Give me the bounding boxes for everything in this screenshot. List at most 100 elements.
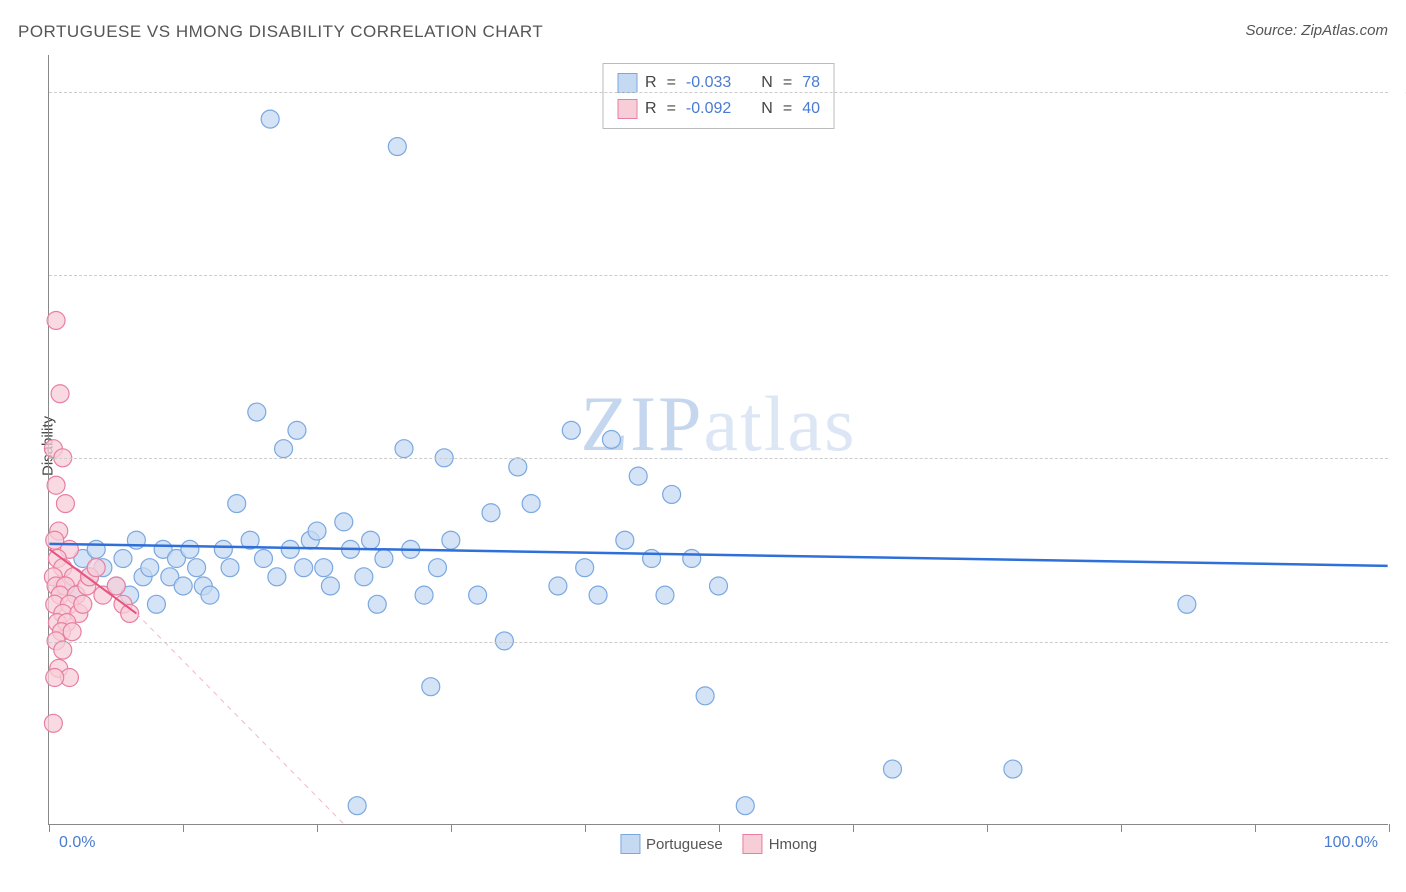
data-point <box>643 550 661 568</box>
legend-swatch <box>620 834 640 854</box>
data-point <box>576 559 594 577</box>
data-point <box>114 550 132 568</box>
data-point <box>87 559 105 577</box>
x-tick <box>317 824 318 832</box>
data-point <box>616 531 634 549</box>
data-point <box>696 687 714 705</box>
legend-label: Portuguese <box>646 836 723 853</box>
data-point <box>288 421 306 439</box>
data-point <box>428 559 446 577</box>
legend-stats: R=-0.033N=78R=-0.092N=40 <box>602 63 835 129</box>
x-tick <box>853 824 854 832</box>
data-point <box>141 559 159 577</box>
legend-r-value: -0.092 <box>686 96 731 122</box>
y-tick-label: 30.0% <box>1393 266 1406 283</box>
x-tick <box>1121 824 1122 832</box>
x-tick <box>585 824 586 832</box>
data-point <box>74 595 92 613</box>
data-point <box>47 311 65 329</box>
data-point <box>710 577 728 595</box>
x-axis-min-label: 0.0% <box>59 834 95 852</box>
legend-item: Portuguese <box>620 834 723 854</box>
data-point <box>56 495 74 513</box>
grid-line <box>49 275 1388 276</box>
data-point <box>509 458 527 476</box>
data-point <box>174 577 192 595</box>
data-point <box>214 540 232 558</box>
x-tick <box>719 824 720 832</box>
plot-area: ZIPatlas R=-0.033N=78R=-0.092N=40 0.0% 1… <box>48 55 1388 825</box>
chart-svg <box>49 55 1388 824</box>
data-point <box>348 797 366 815</box>
data-point <box>388 138 406 156</box>
data-point <box>469 586 487 604</box>
legend-r-label: R <box>645 96 657 122</box>
data-point <box>147 595 165 613</box>
data-point <box>46 669 64 687</box>
data-point <box>1004 760 1022 778</box>
data-point <box>268 568 286 586</box>
y-tick-label: 10.0% <box>1393 633 1406 650</box>
x-tick <box>183 824 184 832</box>
x-tick <box>451 824 452 832</box>
data-point <box>107 577 125 595</box>
grid-line <box>49 642 1388 643</box>
data-point <box>368 595 386 613</box>
data-point <box>482 504 500 522</box>
data-point <box>295 559 313 577</box>
data-point <box>335 513 353 531</box>
legend-swatch <box>617 99 637 119</box>
data-point <box>589 586 607 604</box>
trend-line <box>49 544 1387 566</box>
data-point <box>683 550 701 568</box>
x-tick <box>987 824 988 832</box>
y-tick-label: 40.0% <box>1393 83 1406 100</box>
data-point <box>883 760 901 778</box>
data-point <box>228 495 246 513</box>
data-point <box>362 531 380 549</box>
x-tick <box>1389 824 1390 832</box>
legend-stat-row: R=-0.092N=40 <box>617 96 820 122</box>
data-point <box>321 577 339 595</box>
data-point <box>415 586 433 604</box>
data-point <box>736 797 754 815</box>
data-point <box>261 110 279 128</box>
data-point <box>422 678 440 696</box>
data-point <box>248 403 266 421</box>
legend-series: Portuguese Hmong <box>620 834 817 854</box>
data-point <box>1178 595 1196 613</box>
data-point <box>63 623 81 641</box>
data-point <box>522 495 540 513</box>
x-tick <box>49 824 50 832</box>
data-point <box>201 586 219 604</box>
legend-swatch <box>617 73 637 93</box>
data-point <box>44 714 62 732</box>
legend-n-label: N <box>761 96 773 122</box>
data-point <box>181 540 199 558</box>
data-point <box>375 550 393 568</box>
legend-swatch <box>743 834 763 854</box>
data-point <box>54 641 72 659</box>
data-point <box>188 559 206 577</box>
trend-line-extension <box>136 613 343 824</box>
data-point <box>395 440 413 458</box>
data-point <box>442 531 460 549</box>
legend-item: Hmong <box>743 834 817 854</box>
data-point <box>355 568 373 586</box>
grid-line <box>49 458 1388 459</box>
data-point <box>47 476 65 494</box>
source-label: Source: ZipAtlas.com <box>1245 22 1388 39</box>
data-point <box>602 431 620 449</box>
y-tick-label: 20.0% <box>1393 449 1406 466</box>
legend-label: Hmong <box>769 836 817 853</box>
data-point <box>629 467 647 485</box>
data-point <box>308 522 326 540</box>
data-point <box>656 586 674 604</box>
chart-title: PORTUGUESE VS HMONG DISABILITY CORRELATI… <box>18 22 543 42</box>
x-tick <box>1255 824 1256 832</box>
data-point <box>281 540 299 558</box>
data-point <box>221 559 239 577</box>
x-axis-max-label: 100.0% <box>1324 834 1378 852</box>
data-point <box>549 577 567 595</box>
data-point <box>663 485 681 503</box>
